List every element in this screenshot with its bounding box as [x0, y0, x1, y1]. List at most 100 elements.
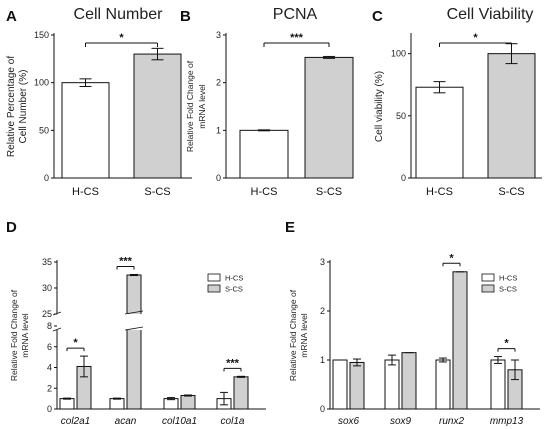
y-axis-label: Cell viability (%) — [374, 71, 385, 142]
x-tick-label: sox9 — [390, 416, 412, 427]
y-tick-label: 3 — [320, 257, 325, 267]
y-tick-label: 25 — [42, 309, 52, 319]
legend-label: S-CS — [225, 285, 243, 294]
bar — [61, 82, 110, 179]
y-axis-label: mRNA level — [299, 313, 309, 358]
y-tick-label: 2 — [47, 383, 52, 393]
axis-break-mark — [52, 311, 62, 316]
x-tick-label: runx2 — [439, 416, 464, 427]
x-tick-label: S-CS — [316, 186, 342, 198]
chart-panel-D: D 0 2 4 6 8 25 30 35 Relative Fold Change of mRNA … — [6, 219, 266, 427]
bar — [59, 398, 75, 410]
chart-panel-A: A Cell Number 0 50 100 150 Relative Percentage… — [6, 6, 192, 198]
legend-swatch — [207, 284, 221, 293]
bar — [180, 395, 196, 410]
chart-panel-C: C Cell Viability 0 50 100 Cell viability (%) H… — [372, 6, 542, 198]
x-tick-label: S-CS — [498, 186, 524, 198]
legend-label: H-CS — [225, 274, 243, 283]
bar — [233, 376, 249, 410]
y-tick-label: 50 — [39, 125, 49, 135]
y-tick-label: 8 — [47, 321, 52, 331]
bar — [332, 359, 348, 410]
chart-title: Cell Number — [74, 6, 164, 23]
significance-label: *** — [226, 357, 240, 369]
x-tick-label: H-CS — [72, 186, 99, 198]
panel-label: C — [372, 8, 383, 25]
chart-title: Cell Viability — [447, 6, 534, 23]
legend-swatch — [481, 284, 495, 293]
panel-label: E — [285, 219, 295, 236]
bar — [133, 53, 182, 179]
bar — [239, 129, 289, 179]
y-tick-label: 100 — [34, 78, 49, 88]
x-tick-label: mmp13 — [490, 416, 524, 427]
axis-break-mark — [52, 327, 62, 332]
y-tick-label: 150 — [34, 30, 49, 40]
x-tick-label: S-CS — [144, 186, 170, 198]
y-axis-label: mRNA level — [197, 84, 207, 129]
bar — [452, 271, 468, 410]
y-tick-label: 0 — [320, 404, 325, 414]
axis-break-mark — [124, 326, 144, 331]
significance-label: * — [449, 252, 454, 264]
y-tick-label: 4 — [47, 363, 52, 373]
legend-swatch — [207, 273, 221, 282]
y-axis-label: mRNA level — [20, 313, 30, 358]
y-tick-label: 1 — [216, 125, 221, 135]
bar — [487, 53, 536, 179]
y-tick-label: 30 — [42, 283, 52, 293]
significance-label: * — [73, 337, 78, 349]
x-tick-label: col10a1 — [162, 416, 197, 427]
axis-break-mark — [124, 310, 144, 315]
bar — [490, 359, 506, 410]
bar — [126, 274, 142, 410]
panel-label: A — [6, 8, 17, 25]
chart-title: PCNA — [273, 6, 318, 23]
y-tick-label: 3 — [216, 30, 221, 40]
x-tick-label: col1a — [221, 416, 245, 427]
bar — [109, 398, 125, 410]
y-axis-label: Relative Fold Change of — [185, 60, 195, 152]
y-tick-label: 0 — [47, 404, 52, 414]
y-axis-label: Relative Percentage of — [6, 56, 17, 157]
chart-panel-E: E 0 1 2 3 Relative Fold Change of mRNA level so… — [285, 219, 540, 427]
panel-label: D — [6, 219, 17, 236]
bar — [384, 359, 400, 410]
y-tick-label: 50 — [396, 111, 406, 121]
bar — [163, 398, 179, 410]
x-tick-label: acan — [115, 416, 137, 427]
y-axis-label: Cell Number (%) — [18, 70, 29, 144]
panel-label: B — [180, 8, 191, 25]
legend-swatch — [481, 273, 495, 282]
x-tick-label: sox6 — [338, 416, 360, 427]
legend-label: H-CS — [499, 274, 517, 283]
axis-break-gap — [125, 314, 143, 330]
y-tick-label: 0 — [44, 173, 49, 183]
significance-label: * — [473, 32, 478, 44]
bar — [435, 359, 451, 410]
y-axis-label: Relative Fold Change of — [288, 289, 298, 381]
y-tick-label: 0 — [216, 173, 221, 183]
x-tick-label: H-CS — [426, 186, 453, 198]
bar — [401, 352, 417, 410]
y-axis-label: Relative Fold Change of — [9, 289, 19, 381]
bar — [415, 86, 464, 179]
significance-label: *** — [290, 32, 304, 44]
chart-panel-B: B PCNA 0 1 2 3 Relative Fold Change of mRNA lev… — [180, 6, 354, 198]
y-tick-label: 0 — [401, 173, 406, 183]
y-tick-label: 100 — [391, 49, 406, 59]
y-tick-label: 6 — [47, 342, 52, 352]
legend-label: S-CS — [499, 285, 517, 294]
bar — [349, 361, 365, 410]
x-tick-label: H-CS — [251, 186, 278, 198]
y-tick-label: 35 — [42, 257, 52, 267]
significance-label: *** — [119, 255, 133, 267]
significance-label: * — [119, 32, 124, 44]
y-tick-label: 2 — [216, 78, 221, 88]
y-tick-label: 1 — [320, 355, 325, 365]
bar — [304, 56, 354, 179]
x-tick-label: col2a1 — [61, 416, 90, 427]
significance-label: * — [504, 338, 509, 350]
y-tick-label: 2 — [320, 306, 325, 316]
